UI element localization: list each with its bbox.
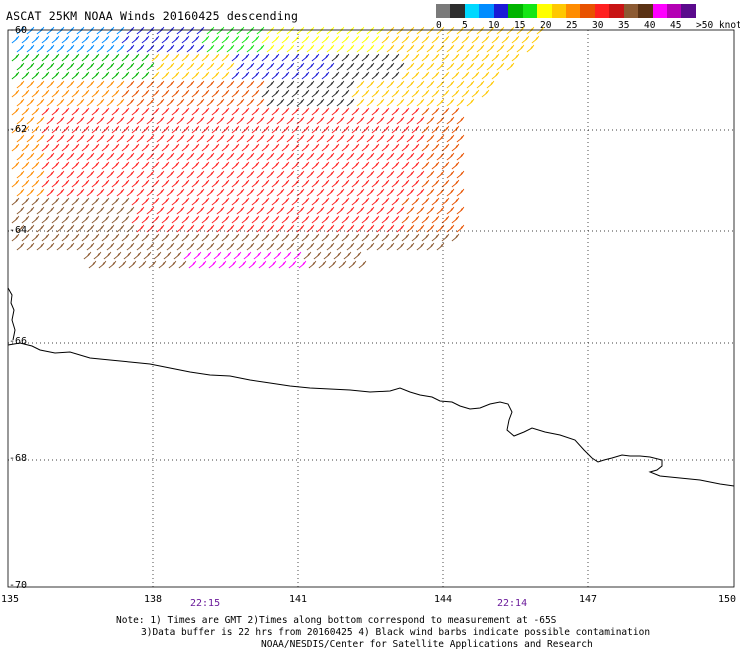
lon-label-147: 147 xyxy=(579,594,598,605)
legend-swatch xyxy=(551,4,566,18)
time-label-1: 22:15 xyxy=(190,598,221,609)
legend-label: 15 xyxy=(514,20,526,31)
legend-swatch xyxy=(638,4,653,18)
lat-label-66: -66 xyxy=(9,336,28,347)
legend-swatch xyxy=(522,4,538,18)
legend-swatch xyxy=(493,4,509,18)
legend-swatch xyxy=(565,4,581,18)
lon-label-135: 135 xyxy=(1,594,20,605)
wind-barbs-layer xyxy=(11,26,545,269)
note-line-1: Note: 1) Times are GMT 2)Times along bot… xyxy=(116,615,557,626)
lat-label-68: -68 xyxy=(9,453,28,464)
lon-label-141: 141 xyxy=(289,594,308,605)
legend-swatch xyxy=(623,4,639,18)
legend-swatch xyxy=(667,4,682,18)
time-label-2: 22:14 xyxy=(497,598,528,609)
legend-swatch xyxy=(508,4,523,18)
lat-label-60: -60 xyxy=(9,25,28,36)
legend-label: 10 xyxy=(488,20,500,31)
legend-label: 25 xyxy=(566,20,578,31)
legend-swatch xyxy=(479,4,494,18)
coastline-west xyxy=(7,287,16,341)
map-frame xyxy=(7,29,735,588)
note-line-3: NOAA/NESDIS/Center for Satellite Applica… xyxy=(261,639,593,650)
legend-label: >50 knots xyxy=(696,20,740,31)
lon-label-150: 150 xyxy=(718,594,737,605)
legend-swatch xyxy=(436,4,451,18)
lon-label-144: 144 xyxy=(434,594,453,605)
coastline-antarctica xyxy=(7,342,735,487)
legend-swatch xyxy=(537,4,552,18)
lat-label-62: -62 xyxy=(9,124,28,135)
legend-swatch xyxy=(681,4,696,18)
lon-label-138: 138 xyxy=(144,594,163,605)
note-line-2: 3)Data buffer is 22 hrs from 20160425 4)… xyxy=(141,627,651,638)
legend-swatch xyxy=(652,4,667,18)
legend-label: 35 xyxy=(618,20,630,31)
legend-label: 20 xyxy=(540,20,552,31)
legend-label: 5 xyxy=(462,20,468,31)
legend-swatch xyxy=(450,4,465,18)
legend-swatch xyxy=(464,4,480,18)
legend-color-bar xyxy=(436,4,696,18)
legend-labels: 0 5 10 15 20 25 30 35 40 45 >50 knots xyxy=(436,18,740,32)
legend-label: 40 xyxy=(644,20,656,31)
map-title: ASCAT 25KM NOAA Winds 20160425 descendin… xyxy=(6,9,299,23)
legend-swatch xyxy=(580,4,595,18)
graticule xyxy=(8,30,734,587)
legend-label: 0 xyxy=(436,20,442,31)
legend-swatch xyxy=(594,4,610,18)
wind-speed-legend: 0 5 10 15 20 25 30 35 40 45 >50 knots xyxy=(436,4,740,34)
legend-swatch xyxy=(609,4,624,18)
legend-label: 45 xyxy=(670,20,682,31)
lat-label-70: -70 xyxy=(9,580,28,591)
lat-label-64: -64 xyxy=(9,225,28,236)
legend-label: 30 xyxy=(592,20,604,31)
